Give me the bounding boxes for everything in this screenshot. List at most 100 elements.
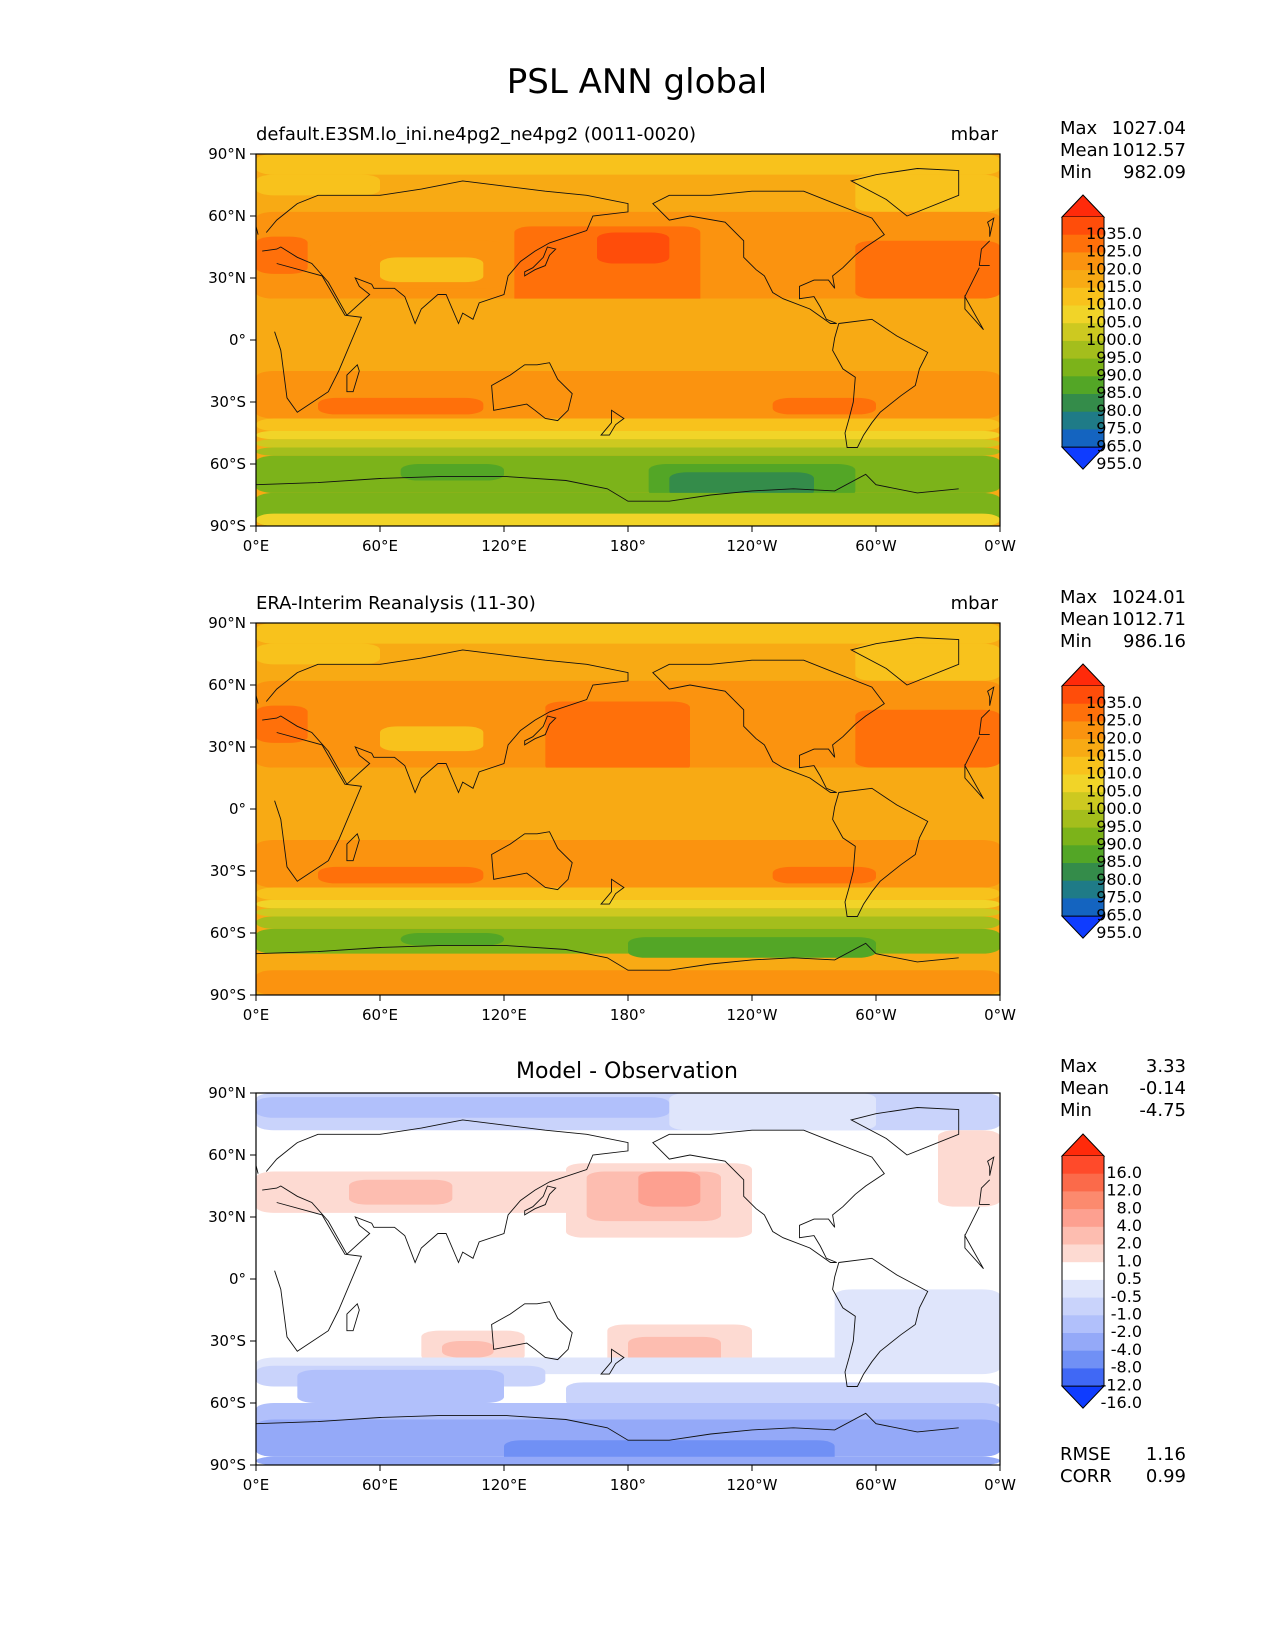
coastline-south-america-outline bbox=[832, 787, 929, 917]
coastline-antarctica-coast bbox=[256, 473, 959, 502]
lon-tick-label: 60°W bbox=[855, 537, 897, 555]
colorbar-segment bbox=[1062, 827, 1104, 846]
coastline-japan-outline bbox=[524, 715, 557, 746]
lat-tick-label: 60°N bbox=[208, 676, 246, 694]
colorbar-segment bbox=[1062, 792, 1104, 811]
colorbar-tick-label: 1005.0 bbox=[1086, 312, 1142, 331]
colorbar-segment bbox=[1062, 270, 1104, 289]
colorbar-segment bbox=[1062, 774, 1104, 793]
colorbar-tick-label: 995.0 bbox=[1096, 348, 1142, 367]
coastline-madagascar-outline bbox=[346, 1302, 360, 1332]
colorbar-segment bbox=[1062, 863, 1104, 882]
lon-tick-label: 120°E bbox=[481, 537, 527, 555]
colorbar-tick-label: 1000.0 bbox=[1086, 330, 1142, 349]
stat-label-min: Min bbox=[1060, 1100, 1092, 1121]
colorbar-tick-label: 8.0 bbox=[1117, 1198, 1142, 1217]
field-band-tibet-low bbox=[380, 257, 484, 283]
lat-tick-label: 30°S bbox=[210, 393, 246, 411]
field-band-north-cap bbox=[256, 154, 1000, 175]
colorbar-tick-label: -1.0 bbox=[1111, 1304, 1142, 1323]
colorbar-segment bbox=[1062, 287, 1104, 306]
panel-left-title: ERA-Interim Reanalysis (11-30) bbox=[256, 593, 536, 614]
colorbar-tick-label: 12.0 bbox=[1106, 1181, 1142, 1200]
colorbar-segment bbox=[1062, 411, 1104, 430]
lon-tick-label: 60°E bbox=[362, 1476, 398, 1494]
colorbar-segment bbox=[1062, 1297, 1104, 1316]
lon-tick-label: 0°E bbox=[243, 1476, 270, 1494]
stat-value-max: 3.33 bbox=[1146, 1056, 1186, 1077]
stat-value-mean: 1012.57 bbox=[1112, 140, 1186, 161]
colorbar-tick-label: 1005.0 bbox=[1086, 781, 1142, 800]
colorbar-segment bbox=[1062, 1191, 1104, 1210]
coastline-greenland-outline bbox=[849, 637, 960, 686]
lat-tick-label: 30°N bbox=[208, 269, 246, 287]
colorbar-segment bbox=[1062, 1262, 1104, 1281]
field-band-greenland-pos bbox=[938, 1130, 1000, 1207]
lat-tick-label: 0° bbox=[229, 1270, 246, 1288]
coastline-south-america-outline bbox=[832, 1257, 929, 1387]
field-band-south-pole-2 bbox=[256, 513, 1000, 526]
lat-tick-label: 0° bbox=[229, 331, 246, 349]
colorbar-tick-label: 1020.0 bbox=[1086, 728, 1142, 747]
field-band-arctic bbox=[256, 174, 380, 196]
colorbar-segment bbox=[1062, 1279, 1104, 1299]
field-band-eurasia-pos-2 bbox=[349, 1179, 453, 1205]
field-band-south-2 bbox=[256, 430, 1000, 440]
field-band-pacific-core bbox=[638, 1171, 701, 1207]
colorbar-segment bbox=[1062, 305, 1104, 324]
lon-tick-label: 0°W bbox=[984, 1006, 1016, 1024]
lat-tick-label: 30°S bbox=[210, 862, 246, 880]
stat-label-max: Max bbox=[1060, 587, 1098, 608]
colorbar-outline bbox=[1061, 686, 1105, 917]
colorbar-tick-label: 1000.0 bbox=[1086, 799, 1142, 818]
lon-tick-label: 120°E bbox=[481, 1006, 527, 1024]
lon-tick-label: 180° bbox=[610, 1476, 646, 1494]
lon-tick-label: 120°W bbox=[727, 1006, 778, 1024]
lon-tick-label: 120°E bbox=[481, 1476, 527, 1494]
colorbar-tick-label: 990.0 bbox=[1096, 365, 1142, 384]
lat-tick-label: 90°N bbox=[208, 614, 246, 632]
coastline-australia-outline bbox=[491, 362, 573, 422]
coastline-antarctica-coast bbox=[256, 1412, 959, 1441]
colorbar-segment bbox=[1062, 721, 1104, 740]
colorbar-outline bbox=[1061, 217, 1105, 448]
stat-value-min: -4.75 bbox=[1139, 1100, 1186, 1121]
lat-tick-label: 90°N bbox=[208, 145, 246, 163]
field-band-south-4 bbox=[566, 1382, 1000, 1408]
coastline-south-america-outline bbox=[832, 318, 929, 448]
colorbar-tick-label: 965.0 bbox=[1096, 436, 1142, 455]
colorbar-tick-label: 16.0 bbox=[1106, 1163, 1142, 1182]
field-band-south-2 bbox=[256, 899, 1000, 909]
colorbar-tick-label: 985.0 bbox=[1096, 852, 1142, 871]
colorbar-segment bbox=[1062, 217, 1104, 236]
coastline-north-america-outline bbox=[652, 1129, 885, 1263]
lat-tick-label: 60°S bbox=[210, 924, 246, 942]
colorbar-segment bbox=[1062, 252, 1104, 271]
error-stats-block: RMSE CORR 1.16 0.99 bbox=[1060, 1444, 1186, 1487]
lon-tick-label: 0°W bbox=[984, 1476, 1016, 1494]
field-band-arctic-neg-2 bbox=[256, 1097, 670, 1118]
lon-tick-label: 60°W bbox=[855, 1476, 897, 1494]
lat-tick-label: 90°S bbox=[210, 1456, 246, 1474]
colorbar-segment bbox=[1062, 1315, 1104, 1334]
stat-label-min: Min bbox=[1060, 162, 1092, 183]
field-band-io-pos-2 bbox=[442, 1341, 494, 1358]
colorbar-segment bbox=[1062, 880, 1104, 899]
colorbar-segment bbox=[1062, 234, 1104, 253]
stat-value-min: 986.16 bbox=[1123, 631, 1186, 652]
field-band-atlantic-high bbox=[855, 709, 1000, 768]
colorbar-segment bbox=[1062, 1209, 1104, 1228]
colorbar-tick-label: 1015.0 bbox=[1086, 746, 1142, 765]
coastline-new-zealand-outline bbox=[600, 878, 625, 905]
stat-label-mean: Mean bbox=[1060, 609, 1109, 630]
lat-tick-label: 90°S bbox=[210, 517, 246, 535]
field-band-south-6 bbox=[400, 464, 504, 481]
lon-tick-label: 0°E bbox=[243, 537, 270, 555]
field-band-south-3 bbox=[256, 908, 1000, 917]
lat-tick-label: 30°N bbox=[208, 738, 246, 756]
field-band-tibet-low bbox=[380, 726, 484, 752]
colorbar-segment bbox=[1062, 340, 1104, 360]
coastline-new-zealand-outline bbox=[600, 409, 625, 436]
field-band-south-3 bbox=[297, 1369, 504, 1403]
lon-tick-label: 180° bbox=[610, 537, 646, 555]
